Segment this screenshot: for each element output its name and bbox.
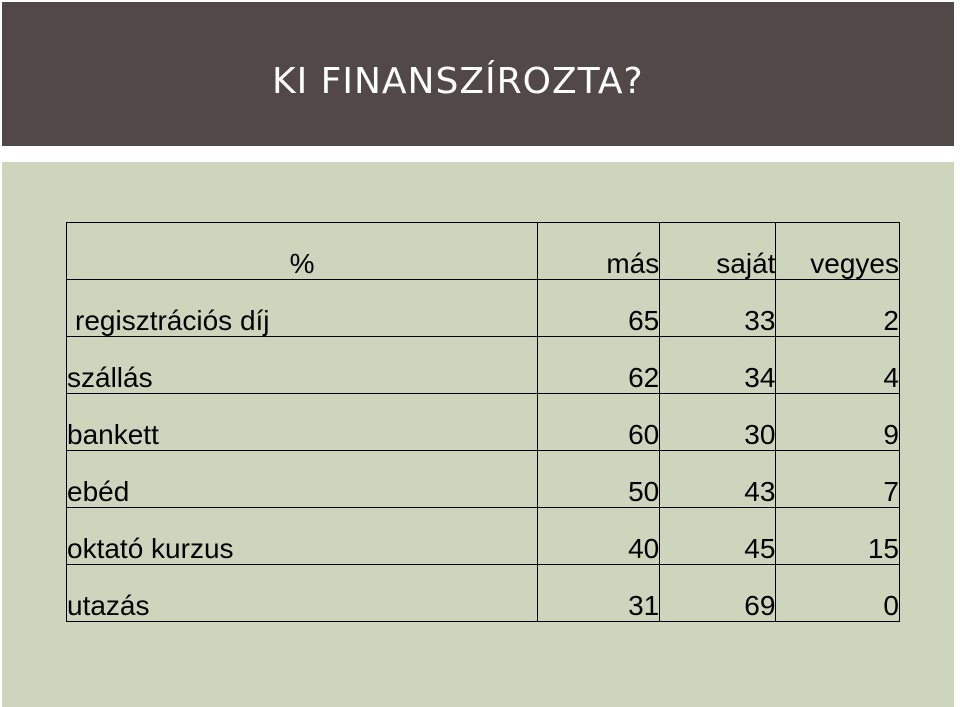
column-header-percent: % <box>65 222 539 280</box>
row-label: oktató kurzus <box>65 507 539 565</box>
row-label: regisztrációs díj <box>65 279 539 337</box>
title-bar: KI FINANSZÍROZTA? <box>2 2 954 146</box>
row-label: bankett <box>65 393 539 451</box>
cell-sajat: 33 <box>659 279 777 337</box>
column-header-mas: más <box>537 222 661 280</box>
cell-sajat: 34 <box>659 336 777 394</box>
cell-vegyes: 4 <box>775 336 900 394</box>
cell-mas: 60 <box>537 393 661 451</box>
table-row: regisztrációs díj 65 33 2 <box>65 279 900 337</box>
row-label: ebéd <box>65 450 539 508</box>
cell-vegyes: 9 <box>775 393 900 451</box>
cell-mas: 40 <box>537 507 661 565</box>
table-row: bankett 60 30 9 <box>65 393 900 451</box>
cell-vegyes: 2 <box>775 279 900 337</box>
table-row: szállás 62 34 4 <box>65 336 900 394</box>
cell-sajat: 30 <box>659 393 777 451</box>
financing-table: % más saját vegyes regisztrációs díj 65 … <box>65 222 900 622</box>
table-header-row: % más saját vegyes <box>65 222 900 280</box>
table-row: ebéd 50 43 7 <box>65 450 900 508</box>
cell-mas: 50 <box>537 450 661 508</box>
cell-sajat: 43 <box>659 450 777 508</box>
slide-title: KI FINANSZÍROZTA? <box>272 61 644 102</box>
cell-mas: 31 <box>537 564 661 622</box>
cell-mas: 65 <box>537 279 661 337</box>
column-header-vegyes: vegyes <box>775 222 900 280</box>
cell-mas: 62 <box>537 336 661 394</box>
table-row: oktató kurzus 40 45 15 <box>65 507 900 565</box>
cell-sajat: 45 <box>659 507 777 565</box>
cell-vegyes: 7 <box>775 450 900 508</box>
cell-vegyes: 0 <box>775 564 900 622</box>
table-row: utazás 31 69 0 <box>65 564 900 622</box>
cell-vegyes: 15 <box>775 507 900 565</box>
row-label: utazás <box>65 564 539 622</box>
column-header-sajat: saját <box>659 222 777 280</box>
cell-sajat: 69 <box>659 564 777 622</box>
row-label: szállás <box>65 336 539 394</box>
